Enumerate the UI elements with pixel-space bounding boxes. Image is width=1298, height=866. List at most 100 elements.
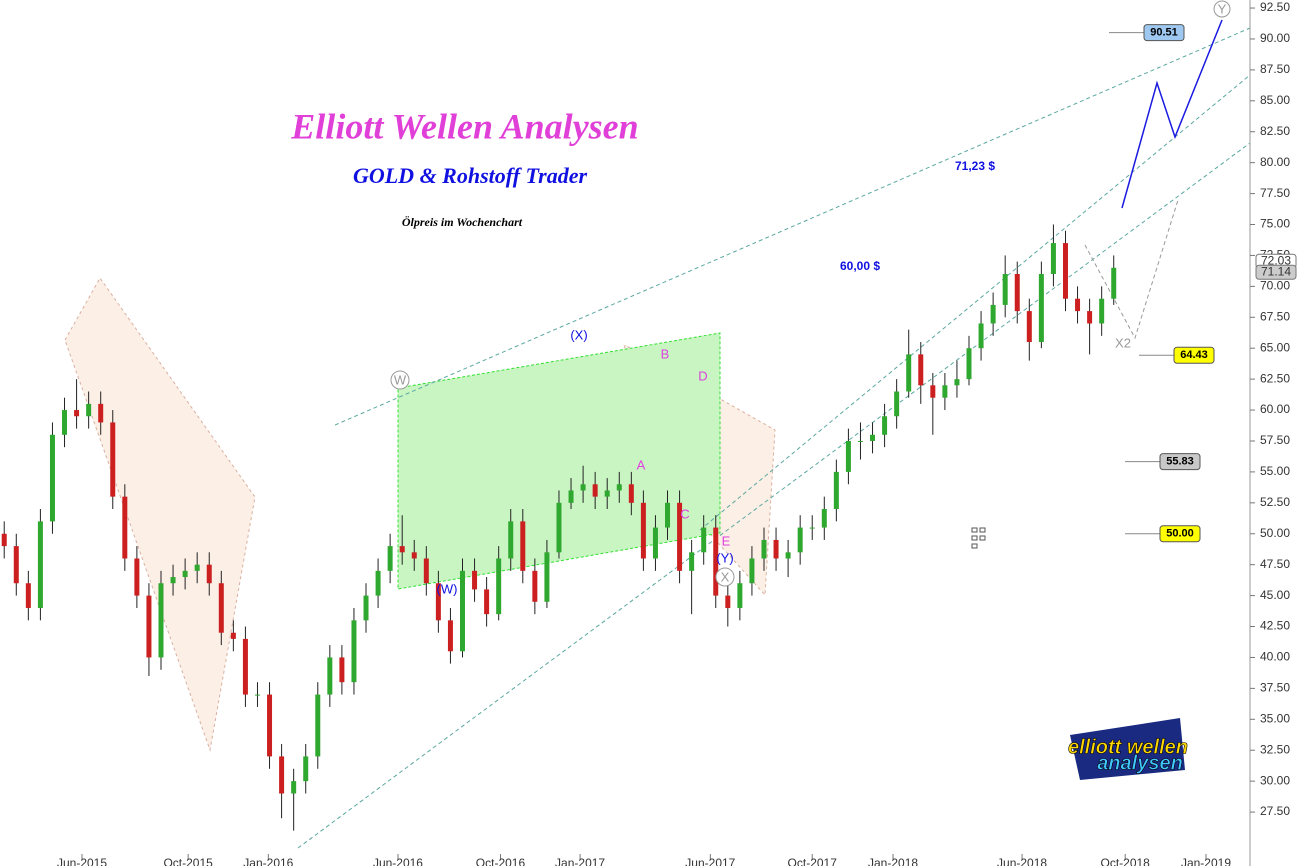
x-tick-label: Jun-2016 [373, 856, 423, 866]
candle-body [556, 502, 562, 553]
circled-labels: W X Y [390, 0, 1231, 587]
candle-body [604, 490, 610, 497]
candle-body [267, 694, 273, 757]
candle-body [459, 570, 465, 652]
y-tick-label: 50.00 [1260, 526, 1290, 540]
y-tick-label: 70.00 [1260, 279, 1290, 293]
candle-body [1002, 273, 1008, 305]
candle-body [98, 403, 104, 423]
wave-label: A [637, 457, 646, 472]
y-tick-label: 65.00 [1260, 340, 1290, 354]
candle-body [399, 546, 405, 553]
y-tick-label: 42.50 [1260, 619, 1290, 633]
candle-body [833, 471, 839, 510]
candle-body [1099, 298, 1105, 324]
candle-body [74, 410, 80, 417]
level-box [1159, 453, 1201, 471]
candle-body [351, 620, 357, 683]
candle-body [49, 434, 55, 522]
candle-body [484, 589, 490, 615]
candle-body [532, 570, 538, 602]
x-tick-label: Jan-2018 [868, 856, 918, 866]
candle-body [158, 583, 164, 658]
wave-label: W [394, 372, 407, 387]
level-label: 90.51 [1150, 27, 1178, 39]
circle [715, 567, 735, 587]
y-tick-label: 62.50 [1260, 371, 1290, 385]
icon-part [971, 535, 978, 541]
chart-title: Elliott Wellen Analysen [290, 106, 638, 146]
candle-body [1087, 311, 1093, 324]
projection [1084, 199, 1179, 340]
candle-body [291, 781, 297, 794]
icon-part [971, 543, 978, 549]
wave-label: X [721, 569, 730, 584]
candle-body [737, 583, 743, 608]
wave-label: (W) [437, 581, 458, 596]
candle-body [882, 416, 888, 435]
candle-body [1111, 267, 1117, 299]
caption: Ölpreis im Wochenchart [402, 215, 523, 229]
y-tick-label: 75.00 [1260, 217, 1290, 231]
candle-body [809, 527, 815, 529]
candle-body [122, 496, 128, 559]
candle-body [170, 577, 176, 584]
candle-body [62, 410, 68, 435]
x-tick-label: Oct-2015 [163, 856, 213, 866]
x-tick-label: Oct-2017 [788, 856, 838, 866]
y-tick-label: 27.50 [1260, 804, 1290, 818]
candle-body [628, 484, 634, 503]
price-note: 71,23 $ [955, 159, 995, 173]
level-label: 50.00 [1166, 528, 1194, 540]
y-tick-label: 90.00 [1260, 31, 1290, 45]
y-tick-label: 32.50 [1260, 742, 1290, 756]
candle-body [134, 558, 140, 596]
x-tick-label: Jun-2015 [57, 856, 107, 866]
price-box [1255, 264, 1297, 280]
candle-body [303, 756, 309, 782]
candle-body [990, 304, 996, 324]
candle-body [918, 354, 924, 386]
candle-body [13, 546, 19, 584]
x-tick-label: Jan-2017 [555, 856, 605, 866]
candle-body [411, 552, 417, 559]
y-tick-label: 92.50 [1260, 0, 1290, 14]
y-tick-label: 67.50 [1260, 309, 1290, 323]
candle-body [146, 595, 152, 658]
projection [1121, 19, 1223, 209]
candle-body [423, 558, 429, 584]
channel [397, 332, 721, 590]
candle-body [447, 620, 453, 652]
wave-label: Y [1218, 1, 1227, 16]
logo: elliott wellen analysen [1068, 718, 1188, 780]
x-tick-label: Oct-2016 [476, 856, 526, 866]
circle [390, 370, 410, 390]
candle-body [1050, 243, 1056, 274]
candle-body [761, 539, 767, 559]
candle-body [701, 527, 707, 553]
x-tick-label: Jun-2018 [997, 856, 1047, 866]
candle-body [86, 403, 92, 417]
candle-body [1075, 298, 1081, 312]
x-tick-label: Jan-2019 [1181, 856, 1231, 866]
candle-body [785, 552, 791, 559]
icon-part [979, 535, 986, 541]
candle-body [713, 527, 719, 596]
candle-body [363, 595, 369, 621]
candle-body [279, 756, 285, 794]
candle-body [110, 422, 116, 497]
candle-body [182, 570, 188, 578]
candle-body [339, 657, 345, 683]
candle-body [568, 490, 574, 503]
level-box [1159, 525, 1201, 543]
logo-text: elliott wellen [1068, 736, 1188, 758]
candle-body [1062, 243, 1068, 299]
candle-body [435, 583, 441, 621]
candle-body [616, 484, 622, 491]
plot [1, 224, 1117, 831]
candle-body [580, 484, 586, 491]
candle-body [857, 440, 863, 442]
logo-flag [1070, 718, 1185, 780]
y-tick-label: 47.50 [1260, 557, 1290, 571]
circle [1213, 0, 1231, 18]
